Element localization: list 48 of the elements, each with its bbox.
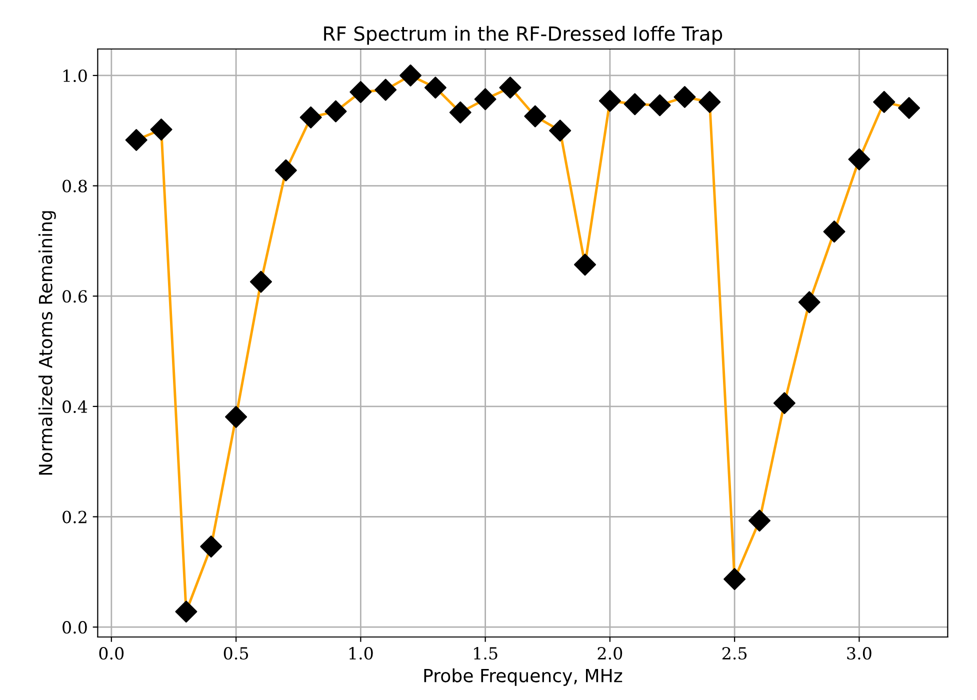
point <box>773 392 796 414</box>
chart-title: RF Spectrum in the RF-Dressed Ioffe Trap <box>324 26 722 45</box>
x-tick-label: 1.5 <box>474 647 498 660</box>
point <box>848 148 870 170</box>
point <box>200 536 222 558</box>
point <box>324 100 347 122</box>
point <box>598 90 621 112</box>
point <box>474 88 496 110</box>
x-tick-label: 2.5 <box>722 647 747 660</box>
point <box>424 76 446 99</box>
point <box>374 78 397 101</box>
point <box>674 86 696 108</box>
point <box>798 291 820 314</box>
point <box>225 406 248 428</box>
point <box>574 254 596 276</box>
point <box>350 81 372 104</box>
y-tick-label: 0.2 <box>62 510 86 524</box>
x-axis-title: Probe Frequency, MHz <box>424 668 622 686</box>
x-tick-label: 3.0 <box>847 647 872 660</box>
point <box>175 600 198 623</box>
y-tick-label: 0.6 <box>62 290 87 303</box>
point <box>748 510 770 532</box>
point <box>698 90 721 113</box>
y-tick-label: 0.0 <box>62 621 87 634</box>
point <box>499 76 522 99</box>
x-tick-label: 0.5 <box>224 647 248 660</box>
point <box>873 90 896 113</box>
y-tick-label: 1.0 <box>64 69 87 82</box>
y-tick-label: 0.4 <box>62 400 88 413</box>
point <box>724 568 746 590</box>
point <box>549 120 572 142</box>
point <box>449 101 472 124</box>
point <box>823 220 846 243</box>
point <box>898 97 920 120</box>
x-tick-label: 0.0 <box>99 647 124 660</box>
point <box>648 94 671 116</box>
point <box>300 106 322 128</box>
point <box>125 129 148 152</box>
point <box>274 159 297 182</box>
point <box>150 118 172 141</box>
point <box>524 105 546 128</box>
point <box>400 64 422 86</box>
point <box>624 93 646 116</box>
x-tick-label: 2.0 <box>598 647 622 660</box>
point <box>250 270 272 293</box>
y-tick-label: 0.8 <box>62 180 87 192</box>
x-tick-label: 1.0 <box>349 647 373 660</box>
y-axis-title: Normalized Atoms Remaining <box>38 211 56 475</box>
